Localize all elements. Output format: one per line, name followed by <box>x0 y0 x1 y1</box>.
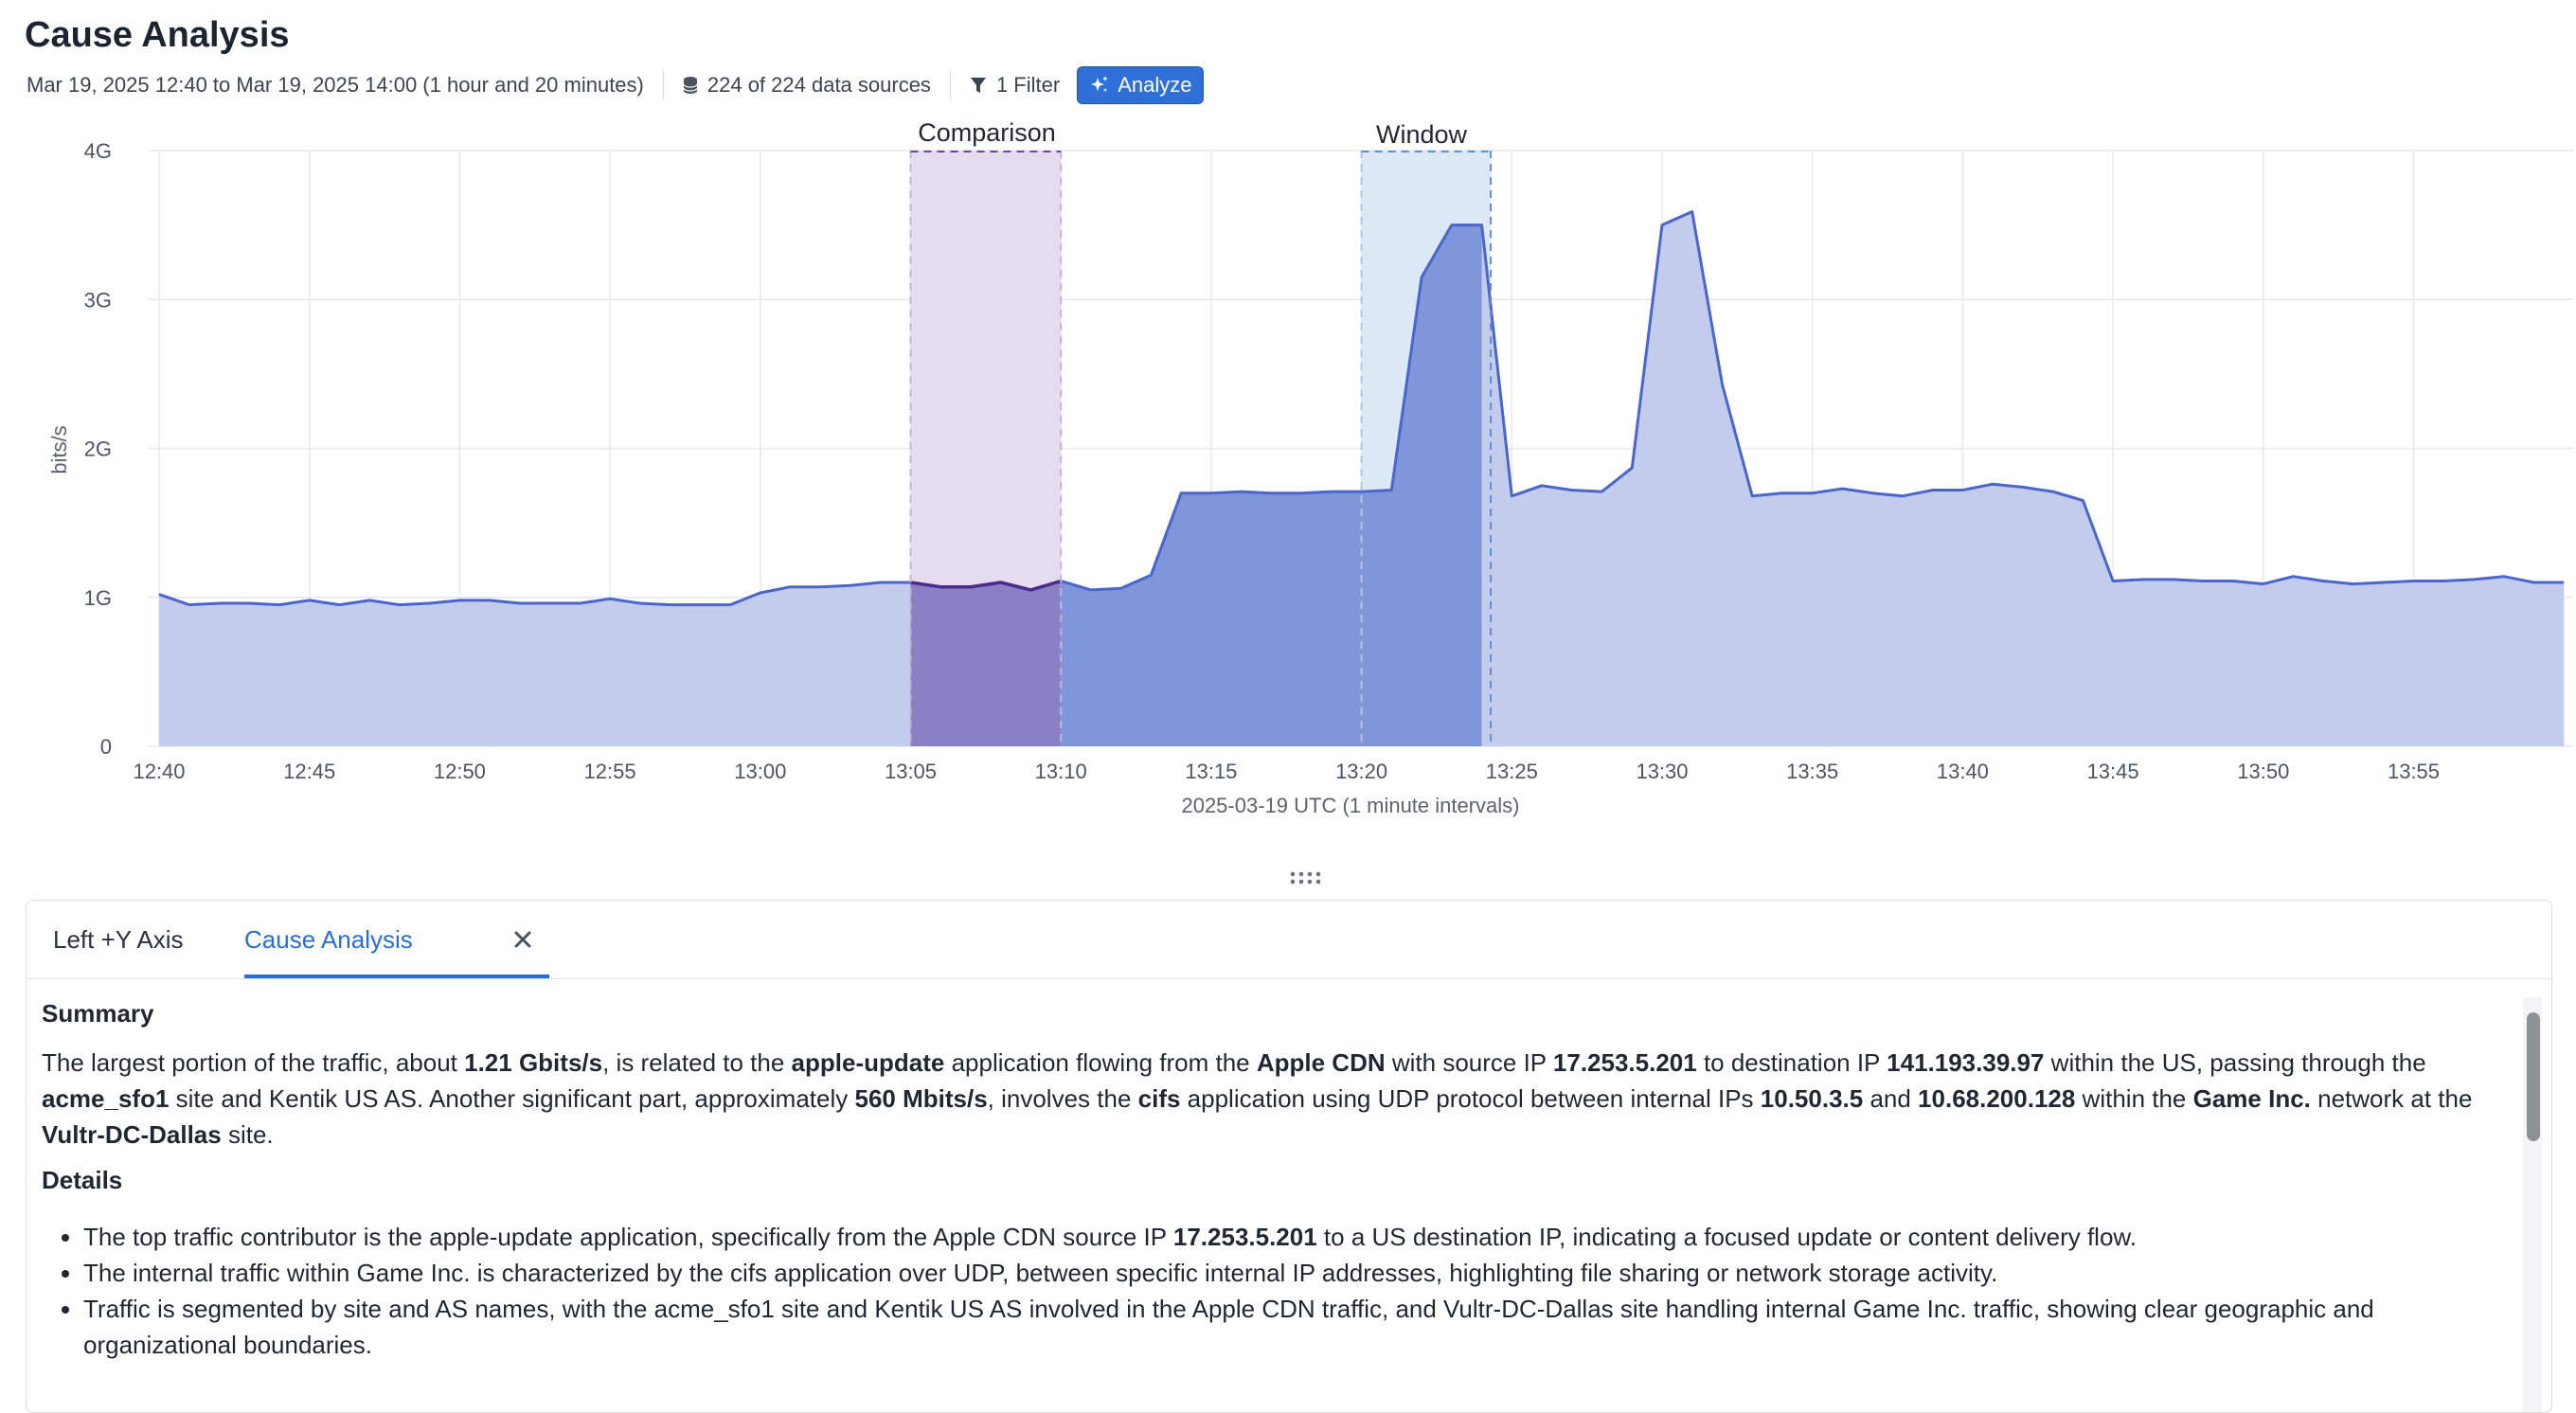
panel-tabs: Left +Y Axis Cause Analysis <box>27 901 2551 979</box>
analysis-content: Summary The largest portion of the traff… <box>42 995 2513 1363</box>
x-tick-label: 13:35 <box>1786 760 1838 783</box>
filter-icon <box>970 78 986 93</box>
x-tick-label: 13:30 <box>1636 760 1688 783</box>
query-meta-bar: Mar 19, 2025 12:40 to Mar 19, 2025 14:00… <box>27 64 1205 106</box>
scrollbar-thumb[interactable] <box>2527 1012 2540 1141</box>
active-tab-indicator <box>244 975 549 978</box>
series-line <box>158 210 2565 607</box>
y-tick-label: 0 <box>100 735 112 759</box>
close-icon <box>514 931 531 948</box>
series-area-window <box>1061 224 1482 747</box>
filter-label: 1 Filter <box>995 73 1061 97</box>
x-tick-label: 13:15 <box>1185 760 1237 783</box>
divider <box>662 71 664 99</box>
data-sources-label: 224 of 224 data sources <box>707 73 931 97</box>
y-tick-label: 3G <box>84 288 112 312</box>
detail-item: The top traffic contributor is the apple… <box>83 1219 2513 1255</box>
x-tick-label: 13:50 <box>2237 760 2289 783</box>
x-tick-label: 13:20 <box>1335 760 1387 783</box>
tab-cause-analysis[interactable]: Cause Analysis <box>244 924 413 954</box>
comparison-label: Comparison <box>918 118 1056 147</box>
detail-item: The internal traffic within Game Inc. is… <box>83 1255 2513 1291</box>
tab-left-y-axis[interactable]: Left +Y Axis <box>53 924 184 954</box>
comparison-line <box>910 579 1062 592</box>
detail-item: Traffic is segmented by site and AS name… <box>83 1291 2513 1363</box>
details-panel: Left +Y Axis Cause Analysis Summary The … <box>26 900 2552 1413</box>
details-heading: Details <box>42 1166 123 1194</box>
time-range-text[interactable]: Mar 19, 2025 12:40 to Mar 19, 2025 14:00… <box>27 73 644 97</box>
x-tick-label: 13:00 <box>734 760 786 783</box>
summary-heading: Summary <box>42 999 154 1028</box>
y-axis: 0 1G 2G 3G 4G <box>84 139 112 759</box>
database-icon <box>683 77 698 94</box>
analyze-button[interactable]: Analyze <box>1077 66 1205 104</box>
close-tab-button[interactable] <box>506 922 540 957</box>
divider <box>949 71 951 99</box>
x-tick-label: 13:55 <box>2388 760 2440 783</box>
traffic-chart[interactable]: 0 1G 2G 3G 4G 12:40 12:45 12:50 12:55 13:00 13:05… <box>0 114 2576 833</box>
y-tick-label: 1G <box>84 586 112 610</box>
summary-text: The largest portion of the traffic, abou… <box>42 1048 2473 1149</box>
x-tick-label: 13:45 <box>2087 760 2139 783</box>
x-tick-label: 13:10 <box>1035 760 1087 783</box>
series-areas <box>158 210 2565 747</box>
analyze-label: Analyze <box>1118 73 1192 97</box>
x-axis-label: 2025-03-19 UTC (1 minute intervals) <box>1181 794 1519 817</box>
sparkle-icon <box>1091 76 1109 92</box>
x-tick-label: 12:50 <box>434 760 486 783</box>
x-tick-label: 12:45 <box>283 760 335 783</box>
page-title: Cause Analysis <box>25 15 290 55</box>
x-tick-label: 13:25 <box>1486 760 1538 783</box>
series-area-comparison <box>910 581 1062 746</box>
resize-handle-icon[interactable] <box>1290 871 1324 885</box>
x-tick-label: 13:05 <box>885 760 937 783</box>
window-label: Window <box>1376 120 1468 149</box>
x-axis: 12:40 12:45 12:50 12:55 13:00 13:05 13:10 13:15… <box>133 760 2440 783</box>
y-tick-label: 4G <box>84 139 112 163</box>
y-axis-label: bits/s <box>47 425 71 474</box>
filter-button[interactable]: 1 Filter <box>970 73 1060 98</box>
x-tick-label: 12:40 <box>133 760 185 783</box>
series-area-total <box>159 211 2565 746</box>
y-tick-label: 2G <box>84 438 112 461</box>
x-tick-label: 12:55 <box>584 760 636 783</box>
x-tick-label: 13:40 <box>1937 760 1989 783</box>
details-list: The top traffic contributor is the apple… <box>42 1219 2513 1363</box>
data-sources-selector[interactable]: 224 of 224 data sources <box>683 73 931 98</box>
selection-markers <box>909 151 1493 746</box>
